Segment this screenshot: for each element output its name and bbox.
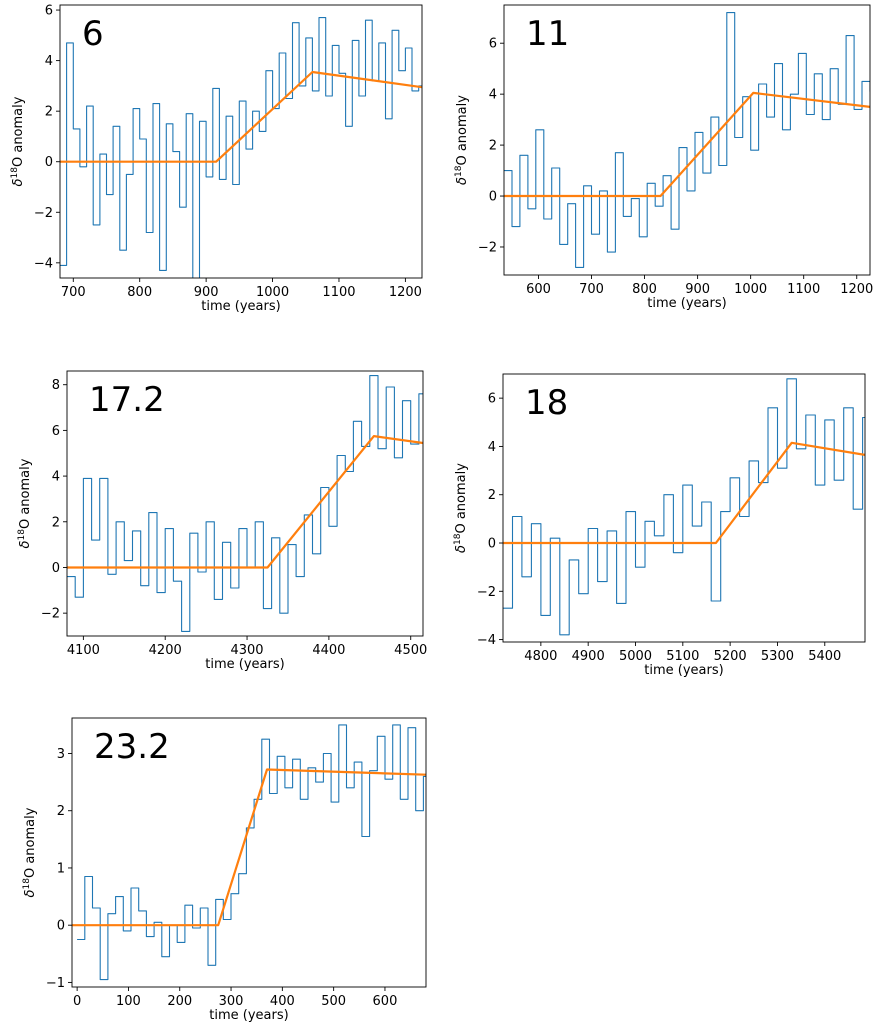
x-tick-label: 1000 (734, 282, 767, 297)
y-tick-label: 4 (489, 88, 497, 103)
y-tick-label: 6 (488, 392, 496, 407)
x-tick-label: 300 (219, 994, 244, 1009)
x-tick-label: 600 (526, 282, 551, 297)
y-tick-label: 2 (57, 804, 65, 819)
data-series-line (504, 12, 870, 268)
y-tick-label: 3 (57, 747, 65, 762)
x-tick-label: 700 (579, 282, 604, 297)
y-tick-label: 4 (45, 54, 53, 69)
chart-panel: 700 800 900 1000 1100 1200 −4 −2 0 2 4 6 time (years… (10, 4, 423, 314)
y-axis-label: δ18O anomaly (453, 463, 469, 553)
x-tick-label: 1200 (389, 285, 422, 300)
data-series-line (60, 17, 422, 278)
y-axis-label: δ18O anomaly (22, 807, 38, 897)
plot-frame (66, 370, 424, 637)
plot-frame (59, 4, 423, 279)
plot-frame (502, 373, 866, 643)
x-axis-label: time (years) (201, 299, 280, 314)
panel-title: 6 (82, 14, 104, 54)
x-tick-label: 800 (127, 285, 152, 300)
plot-frame (503, 4, 871, 276)
x-tick-label: 4800 (524, 649, 557, 664)
x-tick-label: 900 (685, 282, 710, 297)
x-axis-label: time (years) (205, 657, 284, 672)
x-tick-label: 4300 (230, 643, 263, 658)
y-tick-label: 4 (488, 440, 496, 455)
y-tick-label: 2 (488, 488, 496, 503)
x-tick-label: 1200 (840, 282, 873, 297)
x-tick-label: 5100 (666, 649, 699, 664)
y-tick-label: 0 (488, 537, 496, 552)
y-tick-label: 0 (52, 561, 60, 576)
y-tick-label: 1 (57, 861, 65, 876)
chart-panel: 0 100 200 300 400 500 600 −1 0 1 2 3 time (years) δ18… (22, 717, 427, 1023)
plot-frame (71, 717, 427, 988)
x-tick-label: 1100 (322, 285, 355, 300)
y-tick-label: −2 (41, 607, 60, 622)
fit-series-line (503, 441, 865, 545)
panel-title: 11 (526, 14, 569, 54)
x-tick-label: 900 (194, 285, 219, 300)
y-tick-label: −4 (34, 256, 53, 271)
panel-title: 17.2 (89, 380, 165, 420)
y-axis-label: δ18O anomaly (17, 458, 33, 548)
y-tick-label: −4 (477, 633, 496, 648)
x-tick-label: 1000 (256, 285, 289, 300)
x-tick-label: 600 (373, 994, 398, 1009)
y-tick-label: 6 (52, 424, 60, 439)
y-axis-label: δ18O anomaly (10, 96, 26, 186)
y-tick-label: 2 (52, 515, 60, 530)
y-tick-label: −2 (477, 585, 496, 600)
fit-series-line (504, 91, 870, 198)
y-tick-label: 0 (57, 919, 65, 934)
x-tick-label: 500 (321, 994, 346, 1009)
x-tick-label: 4100 (67, 643, 100, 658)
y-tick-label: 2 (489, 139, 497, 154)
x-axis-label: time (years) (647, 296, 726, 311)
x-tick-label: 400 (270, 994, 295, 1009)
fit-series-line (67, 435, 423, 569)
x-tick-label: 5300 (761, 649, 794, 664)
x-tick-label: 4400 (312, 643, 345, 658)
y-tick-label: −1 (46, 976, 65, 991)
y-tick-label: −2 (478, 240, 497, 255)
fit-series-line (60, 70, 422, 163)
chart-panel: 4100 4200 4300 4400 4500 −2 0 2 4 6 8 time (years) δ… (17, 370, 427, 672)
x-tick-label: 5200 (714, 649, 747, 664)
x-tick-label: 100 (116, 994, 141, 1009)
x-tick-label: 800 (632, 282, 657, 297)
panel-title: 18 (525, 383, 568, 423)
fit-series-line (72, 768, 426, 927)
y-tick-label: 2 (45, 105, 53, 120)
y-axis-label: δ18O anomaly (454, 95, 470, 185)
panel-title: 23.2 (94, 727, 170, 767)
y-tick-label: 8 (52, 378, 60, 393)
x-tick-label: 200 (167, 994, 192, 1009)
chart-panel: 600 700 800 900 1000 1100 1200 −2 0 2 4 6 time (year… (454, 4, 873, 311)
x-axis-label: time (years) (209, 1008, 288, 1023)
chart-panel: 4800 4900 5000 5100 5200 5300 5400 −4 −2 0 2 4 6 time… (453, 373, 866, 678)
x-axis-label: time (years) (644, 663, 723, 678)
x-tick-label: 4500 (394, 643, 427, 658)
y-tick-label: 6 (489, 37, 497, 52)
y-tick-label: −2 (34, 206, 53, 221)
data-series-line (503, 378, 865, 636)
y-tick-label: 0 (45, 155, 53, 170)
x-tick-label: 5400 (808, 649, 841, 664)
y-tick-label: 6 (45, 4, 53, 19)
x-tick-label: 4900 (572, 649, 605, 664)
y-tick-label: 0 (489, 190, 497, 205)
x-tick-label: 0 (73, 994, 81, 1009)
x-tick-label: 4200 (149, 643, 182, 658)
x-tick-label: 700 (61, 285, 86, 300)
x-tick-label: 1100 (787, 282, 820, 297)
y-tick-label: 4 (52, 470, 60, 485)
x-tick-label: 5000 (619, 649, 652, 664)
